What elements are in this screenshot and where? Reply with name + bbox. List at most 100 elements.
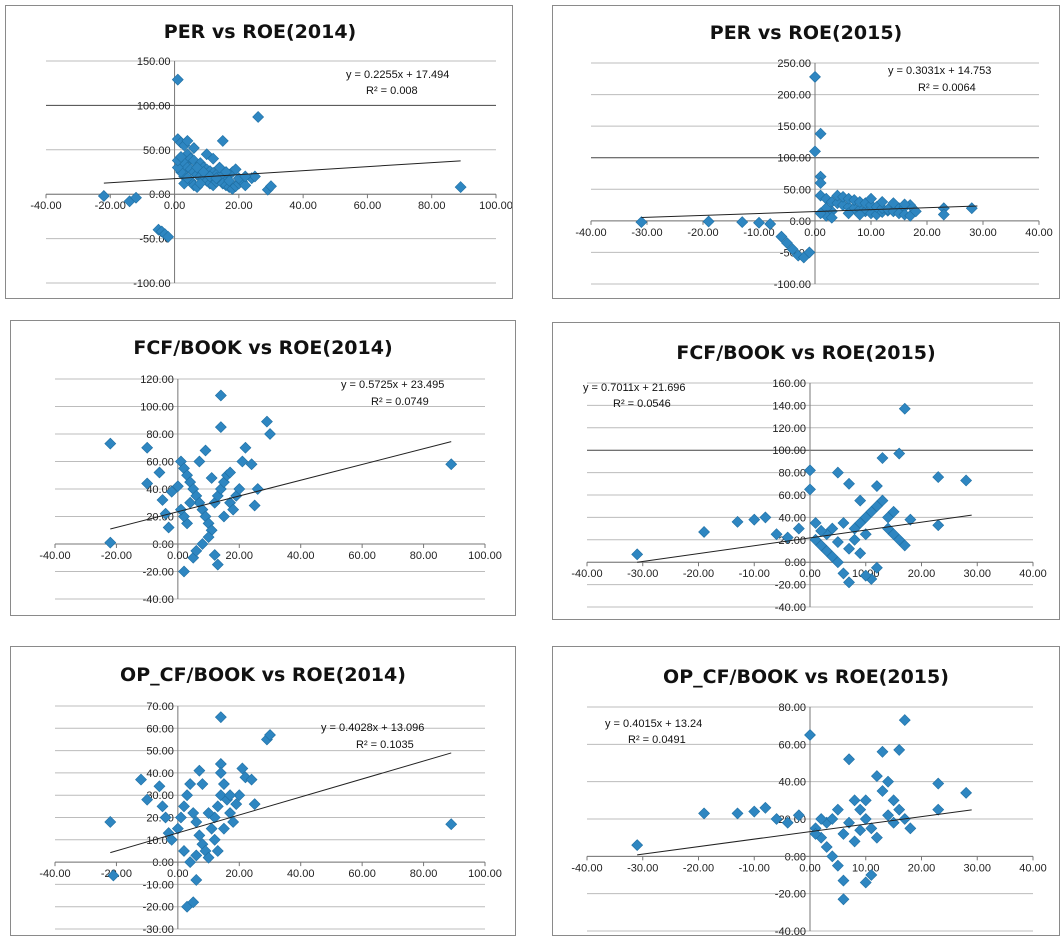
data-point [731,807,744,820]
y-tick-label: 80.00 [778,468,806,480]
data-point [702,215,715,228]
data-point [775,230,788,243]
data-point [937,208,950,221]
chart-panel-opcf-2014: OP_CF/BOOK vs ROE(2014) 70.00 60.00 50.00 40… [10,646,516,936]
y-tick-label: -40.00 [143,594,174,606]
data-point [196,538,209,550]
data-point [786,243,799,256]
data-point [223,174,236,187]
data-point [178,845,190,857]
y-tick-label: 200.00 [777,90,811,102]
r-squared-label: R² = 0.0491 [628,734,686,746]
data-point [202,531,215,544]
data-point [876,452,889,464]
x-tick-label: -40.00 [571,862,602,874]
y-tick-label: 80.00 [146,429,174,441]
data-point [631,548,644,561]
data-point [162,521,175,534]
data-point [227,816,240,828]
data-point [239,179,252,192]
data-point [853,208,866,221]
y-tick-label: 50.00 [143,145,171,157]
trend-equation: y = 0.4015x + 13.24 [605,718,702,730]
data-point [831,536,844,548]
data-point [792,522,805,535]
y-tick-label: -20.00 [143,567,174,579]
data-point [876,745,889,758]
y-tick-label: 0.00 [790,216,811,228]
data-point [748,513,761,526]
x-tick-label: 60.00 [354,200,382,212]
data-point [190,849,203,862]
data-point [227,503,240,516]
data-point [224,789,236,802]
chart-title: FCF/BOOK vs ROE(2014) [133,337,392,359]
data-point [837,517,850,529]
y-tick-label: 60.00 [778,490,806,502]
data-point [893,744,906,756]
y-tick-label: -100.00 [133,278,170,290]
data-point [156,800,169,813]
data-point [814,177,827,189]
x-tick-label: 20.00 [913,227,941,239]
data-point [876,494,889,507]
data-point [97,190,110,202]
data-point [854,824,867,837]
data-point [187,807,200,819]
data-point [865,822,878,835]
data-point [865,869,878,881]
data-point [230,798,243,811]
y-tick-label: 40.00 [146,484,174,496]
data-point [216,134,229,147]
data-point [804,464,816,477]
chart-panel-per-2015: PER vs ROE(2015) 250.00 200.00 150.00 100.00… [552,5,1060,299]
y-tick-label: -20.00 [143,902,174,914]
data-point [870,770,883,782]
trendline [641,205,978,218]
data-point [731,515,744,528]
chart-title: PER vs ROE(2015) [710,22,902,44]
trendline [110,752,452,854]
data-point [194,177,207,190]
data-point [826,850,839,863]
data-point [251,483,264,495]
data-point [865,192,877,205]
data-point [214,389,227,402]
y-tick-label: 150.00 [137,56,171,68]
y-tick-label: 0.00 [149,189,170,201]
data-point [843,542,855,555]
data-point [218,510,230,523]
y-tick-label: 40.00 [778,777,806,789]
data-point [107,869,120,882]
data-point [815,813,828,825]
data-point [854,547,867,560]
y-tick-label: 120.00 [772,423,806,435]
x-tick-label: -10.00 [739,568,770,580]
y-tick-label: 250.00 [777,58,811,70]
y-tick-label: 100.00 [772,445,806,457]
data-point [870,561,883,574]
data-point [171,480,184,493]
data-point [698,526,710,538]
data-point [898,714,911,726]
data-point [809,517,822,529]
x-tick-label: 100.00 [468,868,502,880]
x-tick-label: 20.00 [225,200,253,212]
trend-equation: y = 0.7011x + 21.696 [583,382,686,394]
data-point [781,237,793,249]
data-point [187,896,200,909]
data-point [104,437,117,450]
data-point [814,127,827,140]
data-point [193,455,206,468]
data-point [130,191,142,204]
data-point [153,466,166,479]
data-point [831,466,844,479]
data-point [104,816,117,828]
data-point [156,494,169,506]
data-point [181,134,194,147]
y-tick-label: 160.00 [772,378,806,390]
x-tick-label: 80.00 [410,868,438,880]
x-tick-label: -30.00 [627,568,658,580]
data-point [876,195,889,208]
y-tick-label: -30.00 [143,924,174,936]
